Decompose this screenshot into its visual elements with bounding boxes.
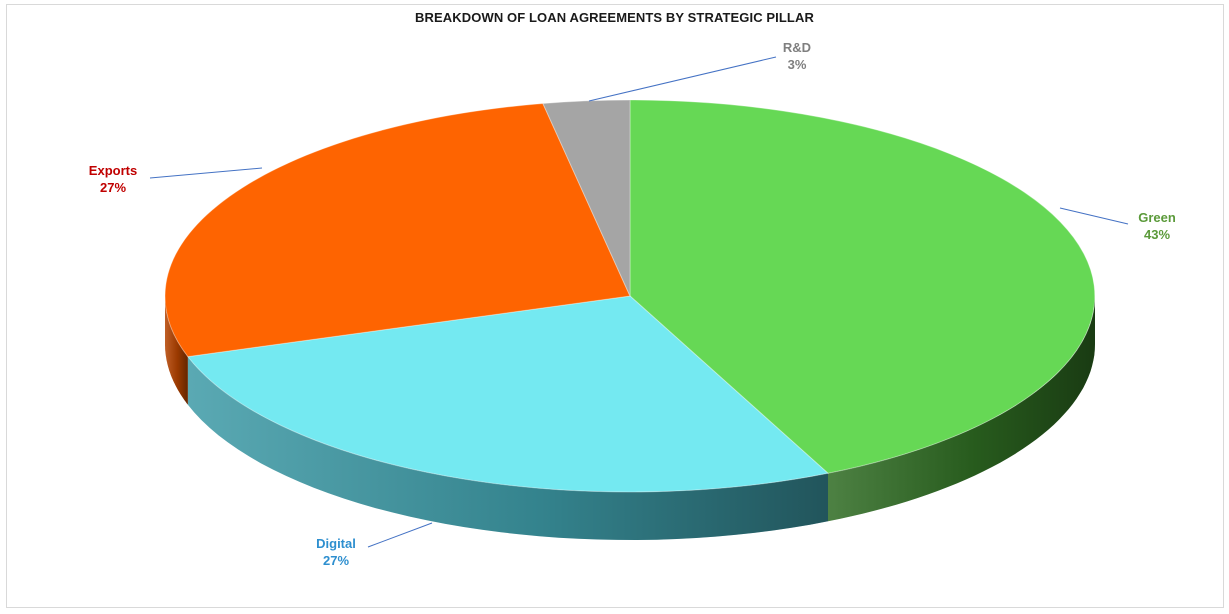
data-label-name-r-d: R&D — [783, 40, 811, 55]
data-label-value-exports: 27% — [100, 180, 126, 195]
data-label-value-r-d: 3% — [788, 57, 807, 72]
leader-line-green — [1059, 207, 1129, 225]
data-label-name-green: Green — [1138, 210, 1176, 225]
chart-title: BREAKDOWN OF LOAN AGREEMENTS BY STRATEGI… — [415, 10, 814, 25]
pie-side-shade-digital — [187, 356, 829, 540]
leader-line-exports — [149, 167, 263, 179]
data-label-name-digital: Digital — [316, 536, 356, 551]
data-label-value-green: 43% — [1144, 227, 1170, 242]
pie-slice-exports[interactable] — [164, 102, 631, 358]
pie-slice-r-d[interactable] — [542, 99, 631, 297]
data-label-name-exports: Exports — [89, 163, 137, 178]
pie-slice-green[interactable] — [629, 99, 1096, 474]
pie-slice-digital[interactable] — [186, 295, 830, 493]
data-label-value-digital: 27% — [323, 553, 349, 568]
pie-side-shade-exports — [165, 296, 188, 405]
leader-line-digital — [367, 522, 433, 548]
leader-line-r-d — [588, 56, 777, 102]
pie-side-shade-green — [828, 296, 1095, 522]
